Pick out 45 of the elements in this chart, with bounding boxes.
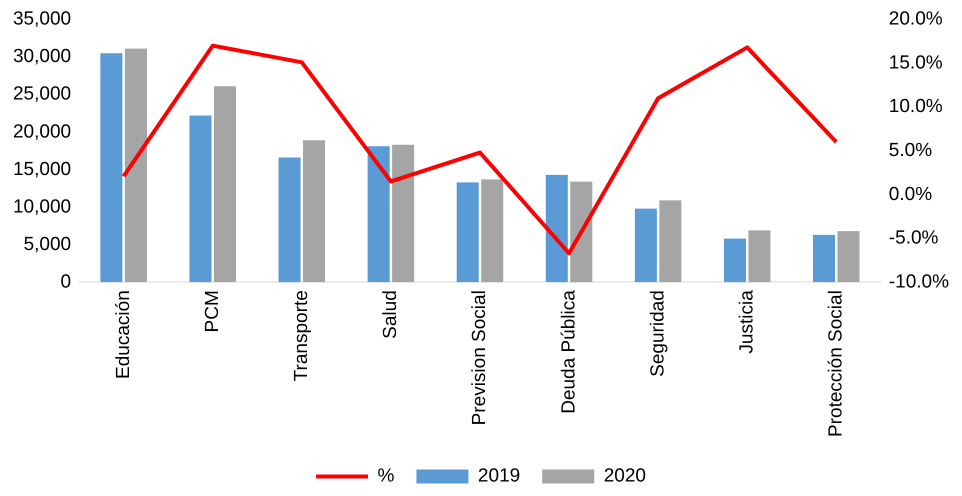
bar: [303, 140, 326, 282]
bar: [546, 174, 568, 282]
x-tick-label: Deuda Pública: [558, 290, 580, 414]
bar: [837, 231, 860, 282]
x-tick-label: Justicia: [736, 290, 758, 354]
y2-tick-label: 20.0%: [888, 8, 943, 30]
bar: [748, 230, 770, 282]
x-tick-label: PCM: [202, 290, 223, 332]
x-tick-label: Prevision Social: [469, 290, 490, 426]
bar: [481, 179, 504, 282]
bar: [124, 48, 147, 282]
y-tick-label: 20,000: [12, 121, 72, 142]
y-tick-label: 30,000: [12, 46, 72, 68]
y2-tick-label: 15.0%: [888, 52, 943, 74]
bar: [659, 200, 682, 282]
y-tick-label: 15,000: [12, 158, 72, 180]
x-tick-label: Educación: [112, 290, 134, 379]
bar: [812, 234, 836, 282]
y2-tick-label: -5.0%: [888, 228, 939, 249]
x-tick-label: Transporte: [291, 290, 312, 382]
y2-tick-label: -10.0%: [888, 271, 950, 292]
y2-tick-label: 10.0%: [888, 96, 943, 118]
legend-label: 2019: [478, 466, 520, 487]
legend-label: %: [378, 466, 395, 487]
bar: [368, 146, 390, 282]
y-tick-label: 25,000: [12, 84, 72, 105]
y-tick-label: 35,000: [12, 8, 72, 30]
x-tick-label: Protección Social: [825, 290, 846, 437]
y2-tick-label: 0.0%: [888, 184, 932, 205]
bar: [189, 116, 212, 282]
legend-label: 2020: [604, 466, 646, 487]
x-tick-label: Salud: [380, 290, 402, 339]
y2-tick-label: 5.0%: [888, 140, 932, 162]
bar: [278, 158, 301, 282]
bar: [634, 208, 657, 282]
y-tick-label: 0: [60, 271, 72, 292]
y-tick-label: 10,000: [12, 196, 72, 218]
bar: [724, 238, 746, 282]
bar: [214, 86, 236, 282]
y-tick-label: 5,000: [24, 234, 72, 255]
x-tick-label: Seguridad: [647, 290, 668, 377]
bar: [570, 182, 592, 282]
bar: [100, 53, 122, 282]
bar: [392, 144, 414, 282]
bar: [456, 182, 479, 282]
